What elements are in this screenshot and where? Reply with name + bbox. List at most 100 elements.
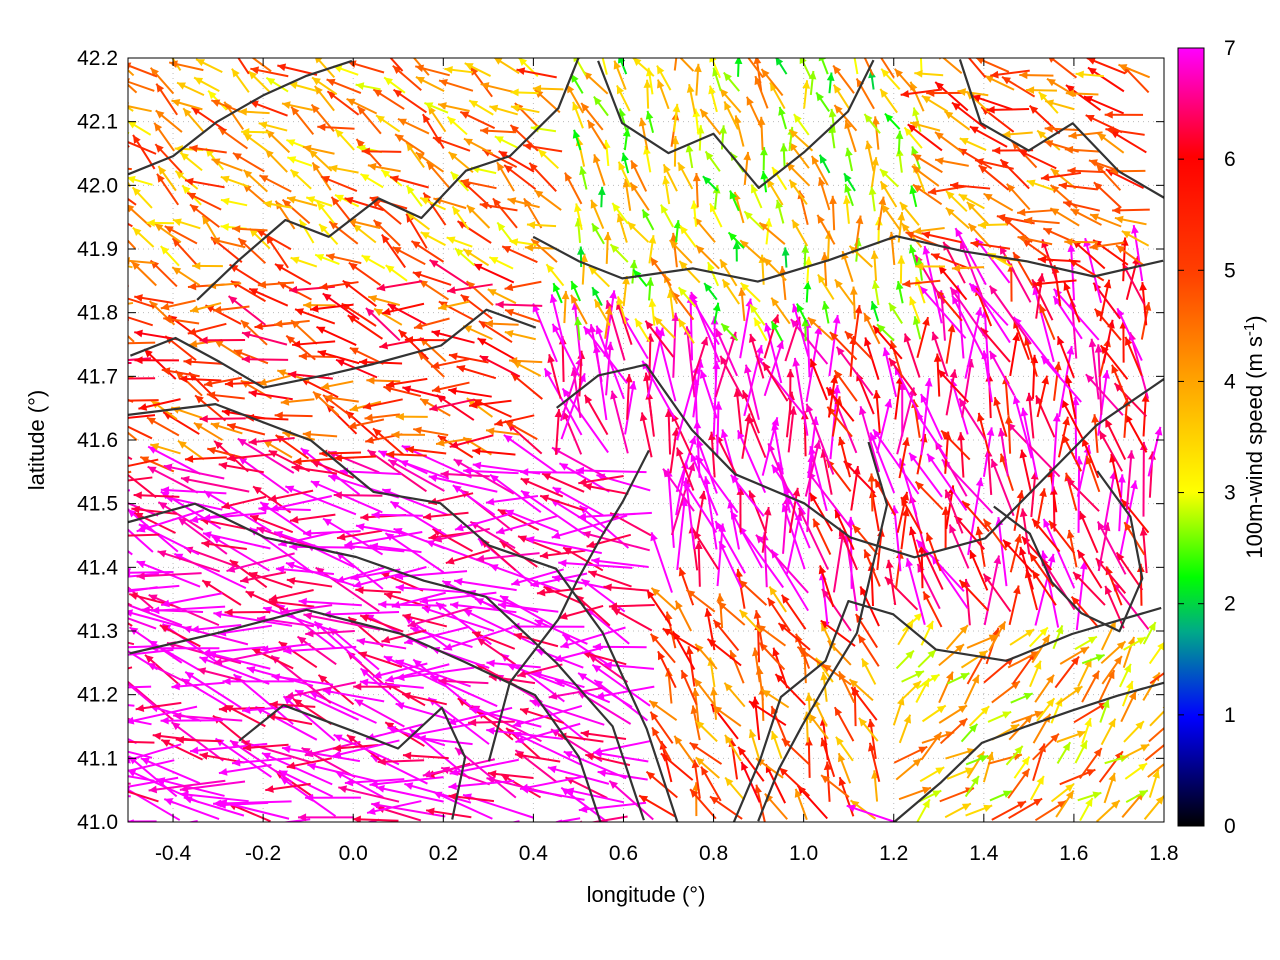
wind-arrow-head	[779, 143, 788, 152]
wind-arrow-shaft	[552, 486, 605, 517]
wind-arrow-shaft	[1006, 422, 1061, 478]
wind-arrow-head	[289, 515, 299, 524]
wind-arrow-head	[158, 166, 167, 175]
wind-arrow-shaft	[303, 613, 381, 631]
wind-arrow-shaft	[883, 347, 898, 398]
x-tick-label: 1.6	[1059, 842, 1088, 865]
wind-arrow-head	[534, 190, 544, 199]
wind-arrow-head	[986, 427, 995, 436]
wind-arrow-head	[751, 184, 759, 194]
wind-arrow-head	[472, 631, 482, 639]
wind-arrow-head	[1014, 745, 1023, 755]
wind-arrow-head	[652, 727, 660, 737]
wind-arrow-head	[274, 530, 284, 539]
wind-arrow-head	[679, 225, 688, 235]
wind-arrow-shaft	[384, 532, 445, 574]
wind-arrow-head	[373, 671, 382, 679]
wind-arrow-head	[258, 378, 267, 386]
wind-arrow-head	[593, 154, 601, 164]
wind-arrow-head	[285, 691, 295, 700]
wind-arrow-head	[763, 257, 773, 267]
wind-arrow-head	[1046, 674, 1054, 684]
wind-arrow-shaft	[558, 462, 610, 493]
wind-arrow-head	[951, 264, 961, 273]
wind-arrow-head	[993, 555, 1002, 565]
wind-arrow-head	[328, 164, 338, 173]
wind-arrow-head	[793, 114, 802, 123]
wind-arrow-shaft	[359, 680, 424, 689]
wind-arrow-shaft	[300, 447, 361, 496]
wind-arrow-head	[129, 592, 138, 600]
wind-arrow-head	[775, 674, 784, 683]
wind-arrow-head	[420, 398, 430, 407]
wind-arrow-head	[586, 540, 596, 549]
wind-arrow-head	[233, 674, 243, 683]
wind-arrow-head	[365, 436, 374, 444]
wind-arrow-head	[952, 295, 960, 305]
wind-arrow-head	[1046, 698, 1055, 708]
wind-arrow-shaft	[128, 141, 157, 155]
wind-arrow-shaft	[954, 227, 987, 286]
wind-arrow-head	[1116, 245, 1125, 254]
wind-arrow-head	[878, 196, 887, 206]
wind-arrow-head	[909, 452, 918, 462]
wind-arrow-head	[497, 162, 505, 172]
wind-arrow-shaft	[140, 757, 201, 785]
wind-arrow-head	[202, 215, 211, 225]
wind-arrow-shaft	[696, 438, 718, 494]
wind-arrow-shaft	[728, 499, 741, 550]
wind-arrow-head	[648, 298, 657, 308]
wind-arrow-shaft	[721, 429, 741, 493]
wind-arrow-head	[818, 58, 827, 62]
wind-arrow-head	[381, 234, 390, 244]
wind-arrow-shaft	[744, 364, 760, 420]
wind-arrow-head	[631, 160, 639, 170]
wind-arrow-shaft	[597, 770, 648, 781]
wind-arrow-head	[663, 164, 671, 174]
wind-arrow-head	[486, 727, 495, 735]
wind-arrow-head	[171, 722, 181, 731]
wind-arrow-head	[317, 123, 326, 132]
wind-arrow-head	[559, 463, 569, 471]
wind-arrow-head	[195, 59, 205, 67]
wind-arrow-head	[754, 784, 762, 794]
wind-arrow-shaft	[710, 58, 721, 79]
wind-arrow-head	[1000, 159, 1009, 168]
wind-arrow-head	[832, 315, 841, 324]
wind-arrow-head	[1139, 527, 1148, 536]
wind-arrow-head	[380, 572, 390, 580]
wind-arrow-head	[509, 238, 519, 246]
wind-arrow-shaft	[352, 566, 427, 588]
wind-arrow-head	[771, 314, 780, 324]
wind-arrow-shaft	[128, 680, 174, 721]
x-axis-label: longitude (°)	[587, 882, 706, 907]
wind-arrow-head	[132, 227, 142, 236]
wind-arrow-head	[1114, 215, 1124, 224]
wind-arrow-head	[504, 165, 513, 174]
wind-arrow-head	[449, 768, 459, 776]
wind-arrow-head	[510, 124, 520, 134]
wind-arrow-head	[438, 102, 447, 110]
colorbar-tick-label: 6	[1224, 148, 1236, 171]
wind-arrow-head	[454, 248, 464, 257]
wind-arrow-head	[683, 481, 692, 491]
wind-arrow-head	[1066, 529, 1075, 539]
wind-arrow-head	[1092, 791, 1102, 799]
wind-arrow-head	[803, 281, 812, 290]
wind-arrow-head	[484, 319, 494, 328]
wind-arrow-head	[185, 177, 194, 186]
wind-arrow-head	[211, 237, 221, 245]
wind-arrow-head	[487, 770, 497, 778]
wind-arrow-head	[450, 171, 460, 181]
wind-arrow-head	[347, 315, 357, 324]
wind-arrow-shaft	[157, 550, 221, 573]
wind-arrow-head	[193, 422, 203, 431]
wind-arrow-head	[835, 509, 843, 519]
wind-arrow-shaft	[689, 296, 720, 346]
wind-arrow-head	[775, 199, 783, 209]
wind-arrow-head	[376, 785, 385, 793]
wind-arrow-head	[1117, 308, 1125, 318]
wind-arrow-head	[1108, 718, 1116, 728]
x-tick-label: -0.2	[245, 842, 281, 865]
wind-arrow-head	[676, 447, 684, 457]
